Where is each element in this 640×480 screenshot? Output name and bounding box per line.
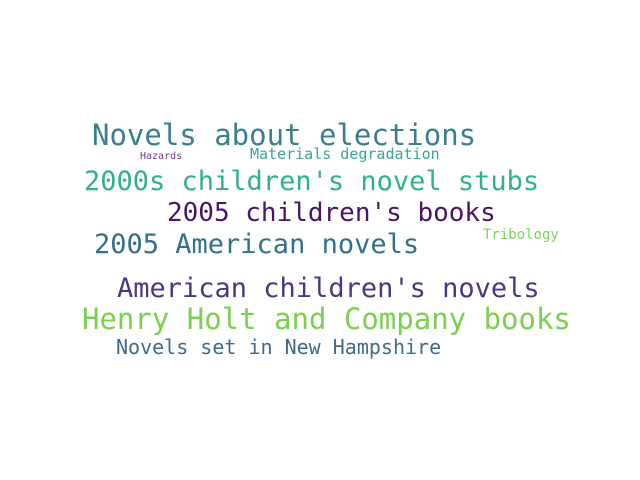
word-materials-degradation: Materials degradation [250,145,440,163]
word-2000s-childrens-novel-stubs: 2000s children's novel stubs [84,166,540,197]
word-american-childrens-novels: American children's novels [117,273,540,304]
word-2005-childrens-books: 2005 children's books [167,198,496,228]
word-hazards: Hazards [140,151,183,162]
word-novels-about-elections: Novels about elections [92,118,477,152]
word-novels-set-in-new-hampshire: Novels set in New Hampshire [116,335,442,359]
word-2005-american-novels: 2005 American novels [94,229,420,260]
word-henry-holt-books: Henry Holt and Company books [82,302,571,336]
word-tribology: Tribology [483,227,559,243]
